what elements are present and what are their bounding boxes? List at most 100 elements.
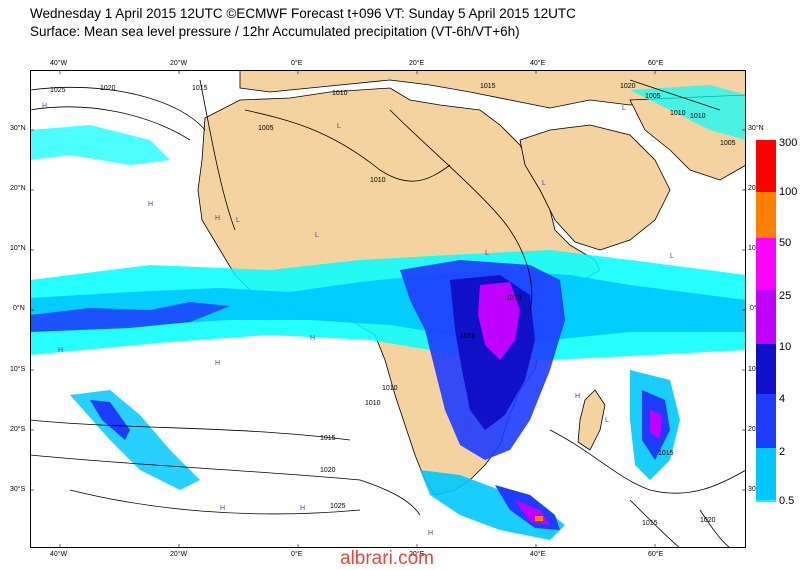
left-lat-label: 30°S xyxy=(10,486,26,493)
isobar-label: 1005 xyxy=(258,125,274,132)
isobar-label: 1025 xyxy=(50,87,66,94)
left-lat-label: 10°S xyxy=(10,366,26,373)
isobars xyxy=(30,79,746,548)
indian-ocean-intense-rain xyxy=(650,410,662,440)
isobar-line xyxy=(30,419,351,441)
watermark: albrari.com xyxy=(340,548,434,569)
top-lon-label: 60°E xyxy=(648,60,664,67)
colorbar-segment xyxy=(756,448,776,500)
isobar-label: 1015 xyxy=(658,450,674,457)
isobar-label: 1010 xyxy=(332,90,348,97)
isobar-label: 1005 xyxy=(720,140,736,147)
high-pressure-marker: H xyxy=(310,335,315,342)
isobar-label: 1020 xyxy=(320,467,336,474)
bottom-lon-label: 0°E xyxy=(291,551,303,558)
right-lat-label: 20°N xyxy=(748,185,764,192)
low-pressure-marker: L xyxy=(622,105,626,112)
left-lat-label: 0°N xyxy=(13,305,25,312)
north-atlantic-rain xyxy=(30,125,170,165)
map-canvas: 1025 1020 1015 1010 1005 1010 1015 1020 … xyxy=(30,70,746,548)
bottom-lon-label: 60°E xyxy=(648,551,664,558)
high-pressure-marker: H xyxy=(575,393,580,400)
low-pressure-marker: L xyxy=(485,250,489,257)
extreme-rain-spot xyxy=(535,516,543,521)
colorbar-label: 25 xyxy=(779,290,792,302)
low-pressure-marker: L xyxy=(542,180,546,187)
right-lat-label: 10°N xyxy=(748,245,764,252)
arabia-landmass xyxy=(519,124,671,251)
isobar-line xyxy=(69,489,361,515)
isobar-label: 1020 xyxy=(620,83,636,90)
map-title-line-1: Wednesday 1 April 2015 12UTC ©ECMWF Fore… xyxy=(30,6,576,21)
high-pressure-marker: H xyxy=(300,505,305,512)
high-pressure-marker: H xyxy=(148,201,153,208)
atlantic-rain-band xyxy=(30,302,230,332)
left-lat-label: 20°S xyxy=(10,426,26,433)
colorbar-segment xyxy=(756,140,776,192)
isobar-label: 1010 xyxy=(382,385,398,392)
isobar-label: 1015 xyxy=(642,520,658,527)
isobar-line xyxy=(389,109,533,311)
colorbar-label: 10 xyxy=(779,341,792,353)
isobar-label: 1020 xyxy=(700,517,716,524)
colorbar-segment xyxy=(756,238,776,290)
high-pressure-marker: H xyxy=(215,360,220,367)
colorbar-label: 300 xyxy=(779,137,798,149)
colorbar-segment xyxy=(756,394,776,448)
isobar-label: 1010 xyxy=(670,110,686,117)
map-title-line-2: Surface: Mean sea level pressure / 12hr … xyxy=(30,24,520,39)
left-lat-label: 10°N xyxy=(10,245,26,252)
right-lat-label: 0°N xyxy=(750,305,762,312)
high-pressure-marker: H xyxy=(220,505,225,512)
top-lon-label: 0°E xyxy=(291,60,303,67)
map-frame xyxy=(30,70,746,548)
central-africa-intense-rain xyxy=(478,282,520,360)
bottom-lon-label: 20°W xyxy=(170,551,188,558)
isobar-label: 1015 xyxy=(320,435,336,442)
bottom-lon-label: 40°W xyxy=(50,551,68,558)
right-lat-label: 30°S xyxy=(748,486,763,493)
top-lon-label: 20°W xyxy=(170,60,188,67)
isobar-label: 1020 xyxy=(100,85,116,92)
low-pressure-marker: L xyxy=(468,422,472,429)
isobar-label: 1010 xyxy=(460,333,476,340)
right-lat-label: 10°S xyxy=(748,366,763,373)
isobar-label: 1010 xyxy=(506,295,522,302)
low-pressure-marker: L xyxy=(236,217,240,224)
left-lat-label: 20°N xyxy=(10,185,26,192)
colorbar-segment xyxy=(756,192,776,238)
low-pressure-marker: L xyxy=(315,232,319,239)
colorbar-segment xyxy=(756,290,776,344)
low-pressure-marker: L xyxy=(670,253,674,260)
isobar-label: 1010 xyxy=(365,400,381,407)
isobar-label: 1025 xyxy=(330,503,346,510)
precipitation-areas xyxy=(30,85,746,540)
isobar-label: 1010 xyxy=(690,113,706,120)
isobar-label: 1015 xyxy=(480,83,496,90)
high-pressure-marker: H xyxy=(58,347,63,354)
colorbar-segment xyxy=(756,500,776,502)
colorbar-label: 0.5 xyxy=(779,495,795,507)
isobar-line xyxy=(629,79,721,111)
low-pressure-marker: L xyxy=(605,417,609,424)
high-pressure-marker: H xyxy=(42,103,47,110)
top-lon-label: 20°E xyxy=(409,60,425,67)
top-lon-label: 40°W xyxy=(50,60,68,67)
middle-east-rain xyxy=(630,85,746,140)
colorbar-segment xyxy=(756,344,776,394)
isobar-label: 1015 xyxy=(192,85,208,92)
colorbar-label: 4 xyxy=(779,393,786,405)
colorbar-label: 50 xyxy=(779,237,792,249)
low-pressure-marker: L xyxy=(337,123,341,130)
right-lat-label: 30°N xyxy=(748,125,764,132)
isobar-line xyxy=(30,106,191,141)
isobar-labels: 1025 1020 1015 1010 1005 1010 1015 1020 … xyxy=(50,83,736,527)
isobar-line xyxy=(30,87,206,131)
high-pressure-marker: H xyxy=(428,530,433,537)
right-lat-label: 20°S xyxy=(748,426,763,433)
colorbar-label: 2 xyxy=(779,446,786,458)
isobar-line xyxy=(199,79,236,231)
south-atlantic-heavy-rain xyxy=(90,400,130,440)
high-pressure-marker: H xyxy=(215,215,220,222)
isobar-line xyxy=(244,109,451,182)
